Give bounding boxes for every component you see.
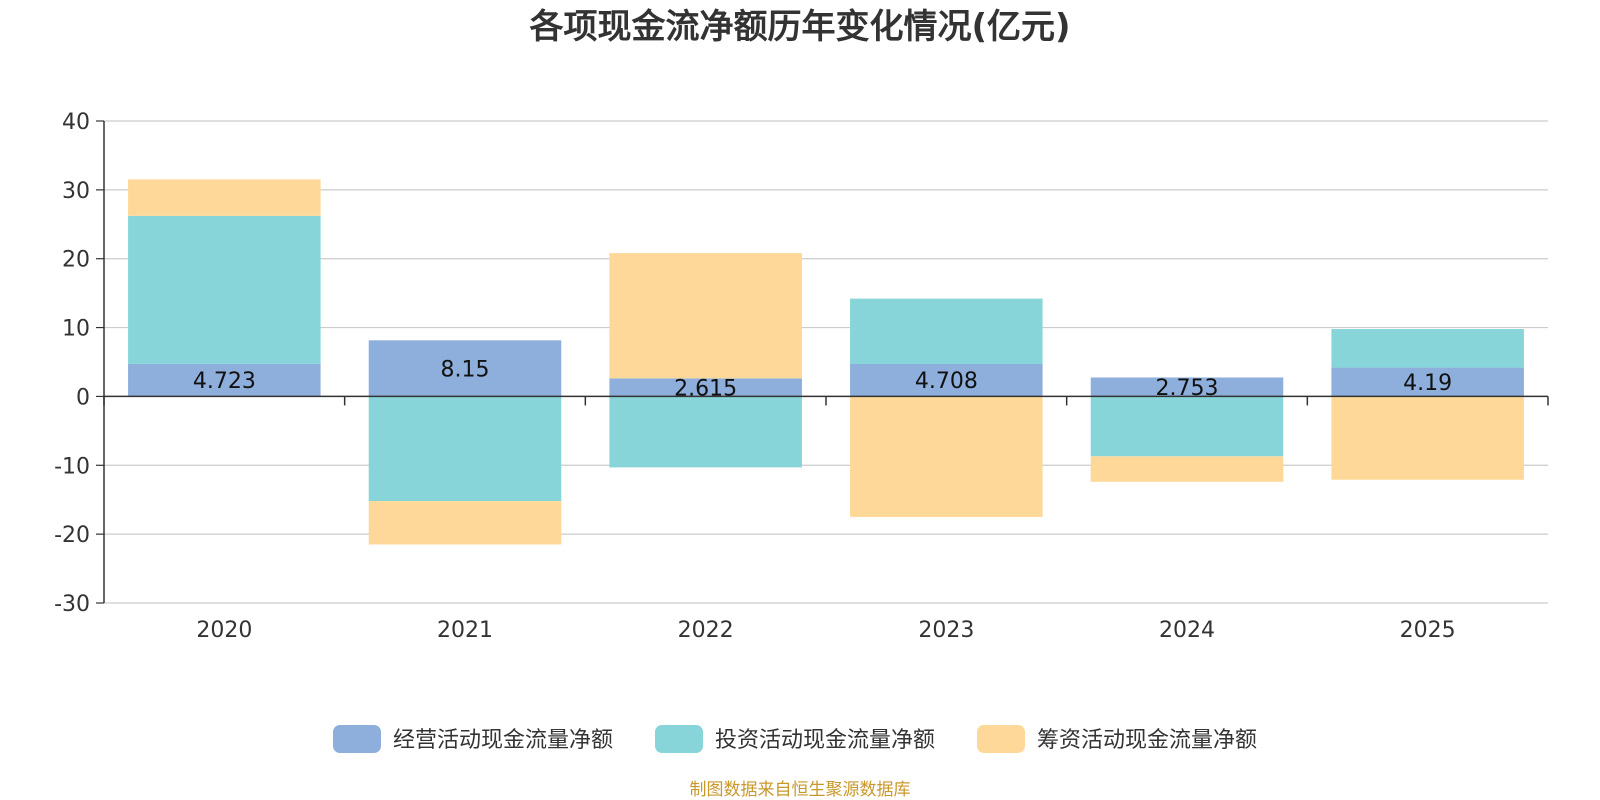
bar-2020-series-1 xyxy=(128,363,321,397)
bar-2020-series-3 xyxy=(128,179,321,216)
bar-2023-series-2 xyxy=(850,298,1043,365)
x-tick-label: 2025 xyxy=(1400,618,1456,643)
legend[interactable]: 经营活动现金流量净额 投资活动现金流量净额 筹资活动现金流量净额 xyxy=(333,725,1257,753)
legend-label: 投资活动现金流量净额 xyxy=(715,728,935,753)
legend-swatch xyxy=(655,725,703,753)
bar-2025-series-3 xyxy=(1331,396,1524,480)
data-label: 2.615 xyxy=(674,376,737,401)
bar-2025-series-1 xyxy=(1331,367,1524,397)
x-tick-label: 2022 xyxy=(678,618,734,643)
data-label: 2.753 xyxy=(1156,376,1219,401)
legend-label: 经营活动现金流量净额 xyxy=(393,728,613,753)
x-tick-label: 2023 xyxy=(918,618,974,643)
y-tick-label: -30 xyxy=(54,592,90,617)
data-label: 4.19 xyxy=(1403,371,1452,396)
bar-2021-series-1 xyxy=(368,340,562,397)
y-tick-label: 40 xyxy=(62,110,90,135)
y-tick-label: 30 xyxy=(62,179,90,204)
y-tick-label: 0 xyxy=(76,385,90,410)
legend-label: 筹资活动现金流量净额 xyxy=(1037,728,1257,753)
x-tick-label: 2024 xyxy=(1159,618,1215,643)
bar-2022-series-3 xyxy=(609,253,802,379)
chart-title: 各项现金流净额历年变化情况(亿元) xyxy=(529,7,1070,47)
data-labels: 4.723 8.15 2.615 4.708 2.753 4.19 xyxy=(193,357,1452,401)
bar-2023-series-3 xyxy=(850,396,1043,517)
x-tick-label: 2020 xyxy=(196,618,252,643)
x-tick-label: 2021 xyxy=(437,618,493,643)
y-tick-label: 10 xyxy=(62,317,90,342)
legend-swatch xyxy=(333,725,381,753)
bar-2025-series-2 xyxy=(1331,329,1524,368)
y-tick-label: 20 xyxy=(62,248,90,273)
bar-2023-series-1 xyxy=(850,364,1043,397)
data-label: 8.15 xyxy=(441,357,490,382)
y-tick-label: -10 xyxy=(54,454,90,479)
source-note: 制图数据来自恒生聚源数据库 xyxy=(690,780,911,800)
bar-2022-series-1 xyxy=(609,378,802,397)
bar-2024-series-3 xyxy=(1090,456,1284,482)
y-tick-label: -20 xyxy=(54,523,90,548)
legend-swatch xyxy=(977,725,1025,753)
bar-2021-series-3 xyxy=(368,501,562,545)
bar-2024-series-1 xyxy=(1090,377,1284,397)
bar-2024-series-2 xyxy=(1090,396,1284,457)
data-label: 4.708 xyxy=(915,369,978,394)
bar-2021-series-2 xyxy=(368,396,562,502)
axes: 40 30 20 10 0 -10 -20 -30 2020 2021 2022 2023 2024 20… xyxy=(54,110,1549,643)
bar-2022-series-2 xyxy=(609,396,802,468)
bars xyxy=(128,179,1524,545)
bar-2020-series-2 xyxy=(128,215,321,364)
data-label: 4.723 xyxy=(193,369,256,394)
